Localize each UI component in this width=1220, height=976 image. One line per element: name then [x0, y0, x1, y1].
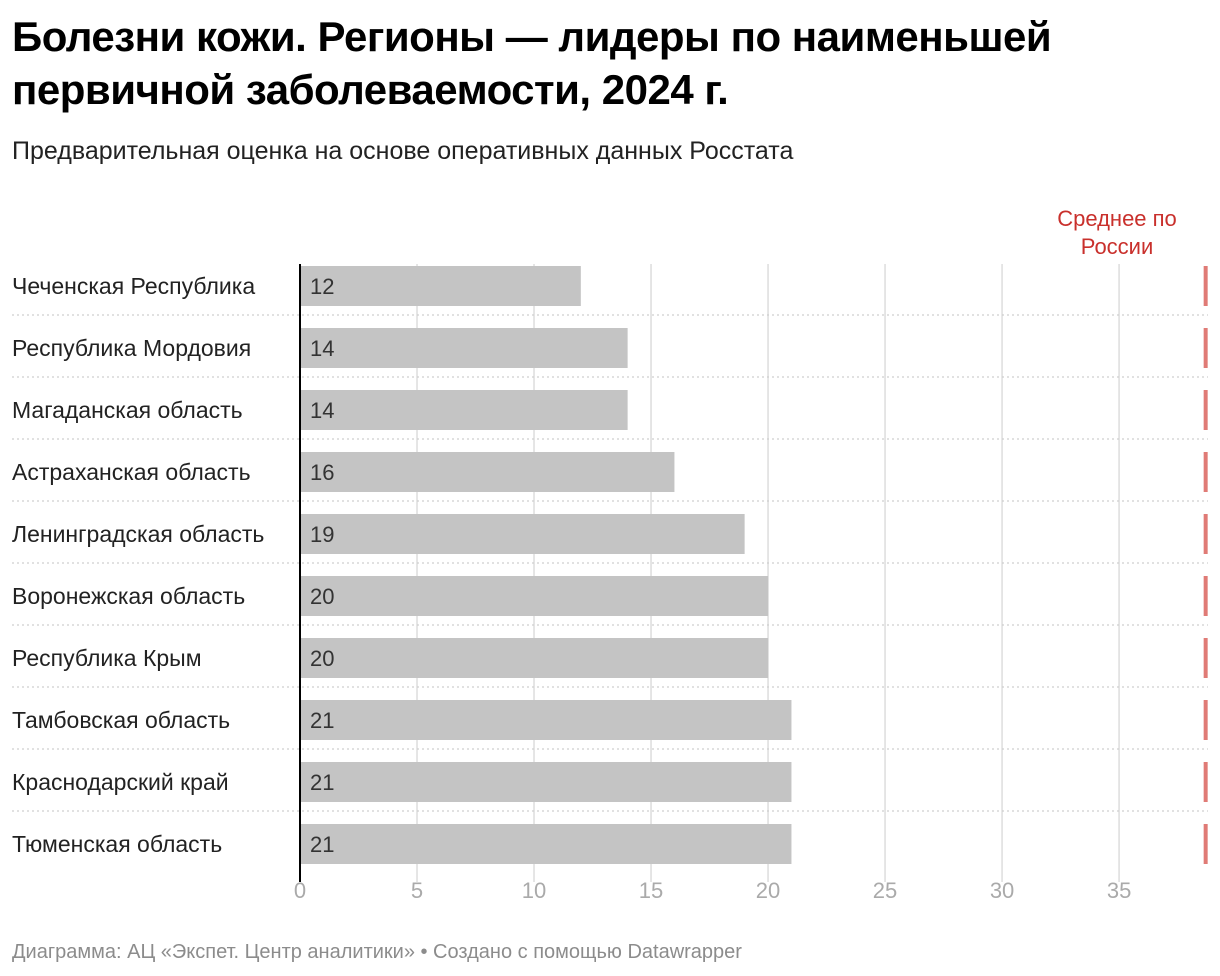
value-label: 21: [310, 770, 334, 795]
category-label: Астраханская область: [12, 459, 251, 485]
category-label: Магаданская область: [12, 397, 243, 423]
category-label: Республика Мордовия: [12, 335, 251, 361]
value-label: 12: [310, 274, 334, 299]
x-tick-label: 20: [756, 878, 780, 903]
bar: [300, 824, 792, 864]
value-label: 20: [310, 584, 334, 609]
bar: [300, 266, 581, 306]
reference-label-line-1: Среднее по: [1057, 206, 1177, 231]
category-label: Ленинградская область: [12, 521, 264, 547]
bar: [300, 700, 792, 740]
bar: [300, 576, 769, 616]
category-label: Чеченская Республика: [12, 273, 255, 299]
chart-title: Болезни кожи. Регионы — лидеры по наимен…: [12, 13, 1052, 113]
value-label: 20: [310, 646, 334, 671]
value-label: 21: [310, 832, 334, 857]
bar: [300, 452, 675, 492]
value-label: 14: [310, 336, 334, 361]
x-tick-label: 15: [639, 878, 663, 903]
x-tick-label: 30: [990, 878, 1014, 903]
x-tick-label: 10: [522, 878, 546, 903]
value-label: 21: [310, 708, 334, 733]
category-label: Республика Крым: [12, 645, 202, 671]
bar: [300, 390, 628, 430]
bar: [300, 514, 745, 554]
chart-source-note: Диаграмма: АЦ «Экспет. Центр аналитики» …: [12, 941, 742, 963]
category-label: Краснодарский край: [12, 769, 229, 795]
value-label: 14: [310, 398, 334, 423]
bar: [300, 762, 792, 802]
value-label: 19: [310, 522, 334, 547]
reference-label-line-2: России: [1081, 234, 1154, 259]
bar: [300, 638, 769, 678]
category-label: Воронежская область: [12, 583, 245, 609]
bar: [300, 328, 628, 368]
value-label: 16: [310, 460, 334, 485]
bar-chart: Чеченская Республика 12 Республика Мордови…: [12, 206, 1208, 903]
category-label: Тюменская область: [12, 831, 222, 857]
chart-subtitle: Предварительная оценка на основе операти…: [12, 137, 794, 165]
category-label: Тамбовская область: [12, 707, 230, 733]
x-tick-label: 25: [873, 878, 897, 903]
x-tick-label: 5: [411, 878, 423, 903]
x-tick-label: 35: [1107, 878, 1131, 903]
x-tick-label: 0: [294, 878, 306, 903]
